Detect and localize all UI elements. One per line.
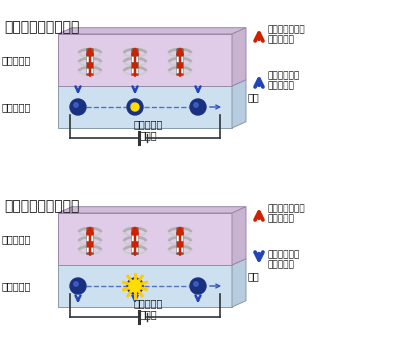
- Ellipse shape: [176, 73, 183, 76]
- Bar: [176, 241, 183, 247]
- Circle shape: [193, 282, 198, 286]
- Ellipse shape: [176, 252, 183, 255]
- Polygon shape: [58, 207, 245, 213]
- Bar: [176, 49, 183, 56]
- Circle shape: [127, 278, 143, 294]
- Bar: [86, 62, 93, 68]
- Polygon shape: [58, 213, 231, 265]
- Bar: [131, 68, 138, 75]
- Circle shape: [130, 282, 135, 286]
- Bar: [86, 49, 93, 56]
- Circle shape: [70, 99, 86, 115]
- Bar: [131, 241, 138, 247]
- Ellipse shape: [176, 227, 183, 230]
- Text: ニッケル膜: ニッケル膜: [2, 281, 31, 291]
- Circle shape: [193, 103, 198, 107]
- Text: ニッケル膜の
磁性の向き: ニッケル膜の 磁性の向き: [267, 71, 300, 90]
- Circle shape: [74, 282, 78, 286]
- Text: 負の向きの外部磁場: 負の向きの外部磁場: [4, 199, 79, 213]
- Polygon shape: [58, 86, 231, 128]
- Bar: [86, 235, 93, 241]
- Circle shape: [190, 278, 205, 294]
- Bar: [131, 229, 138, 235]
- Bar: [131, 49, 138, 56]
- Bar: [131, 247, 138, 253]
- Text: 電流: 電流: [247, 92, 259, 102]
- Bar: [86, 56, 93, 62]
- Text: 正の向きの外部磁場: 正の向きの外部磁場: [4, 20, 79, 34]
- Text: 右巻きの場合の
磁性の向き: 右巻きの場合の 磁性の向き: [267, 25, 305, 44]
- Bar: [176, 56, 183, 62]
- Ellipse shape: [86, 73, 93, 76]
- Bar: [86, 68, 93, 75]
- Polygon shape: [58, 34, 231, 86]
- Text: ニッケル膜: ニッケル膜: [2, 102, 31, 112]
- Circle shape: [74, 103, 78, 107]
- Polygon shape: [231, 28, 245, 86]
- Bar: [176, 62, 183, 68]
- Ellipse shape: [86, 48, 93, 51]
- Ellipse shape: [131, 227, 138, 230]
- Text: 右巻きの場合の
磁性の向き: 右巻きの場合の 磁性の向き: [267, 204, 305, 224]
- Ellipse shape: [131, 73, 138, 76]
- Bar: [176, 247, 183, 253]
- Bar: [131, 62, 138, 68]
- Text: バネ分子膜: バネ分子膜: [2, 55, 31, 65]
- Text: バネ分子膜: バネ分子膜: [2, 234, 31, 244]
- Polygon shape: [58, 265, 231, 307]
- Ellipse shape: [176, 48, 183, 51]
- Ellipse shape: [86, 227, 93, 230]
- Ellipse shape: [131, 252, 138, 255]
- Ellipse shape: [86, 252, 93, 255]
- Bar: [86, 247, 93, 253]
- Text: 電気抵抗が
大きい: 電気抵抗が 大きい: [133, 298, 162, 320]
- Bar: [176, 235, 183, 241]
- Bar: [86, 229, 93, 235]
- Text: ニッケル膜の
磁性の向き: ニッケル膜の 磁性の向き: [267, 250, 300, 269]
- Bar: [131, 56, 138, 62]
- Bar: [176, 229, 183, 235]
- Circle shape: [129, 280, 141, 292]
- Circle shape: [130, 103, 135, 107]
- Polygon shape: [231, 80, 245, 128]
- Circle shape: [190, 99, 205, 115]
- Circle shape: [127, 99, 143, 115]
- Polygon shape: [231, 207, 245, 265]
- Bar: [86, 241, 93, 247]
- Text: 電流: 電流: [247, 271, 259, 281]
- Circle shape: [131, 103, 139, 111]
- Bar: [131, 235, 138, 241]
- Ellipse shape: [131, 48, 138, 51]
- Bar: [176, 68, 183, 75]
- Text: 電気抵抗が
小さい: 電気抵抗が 小さい: [133, 119, 162, 141]
- Circle shape: [70, 278, 86, 294]
- Polygon shape: [58, 28, 245, 34]
- Polygon shape: [231, 259, 245, 307]
